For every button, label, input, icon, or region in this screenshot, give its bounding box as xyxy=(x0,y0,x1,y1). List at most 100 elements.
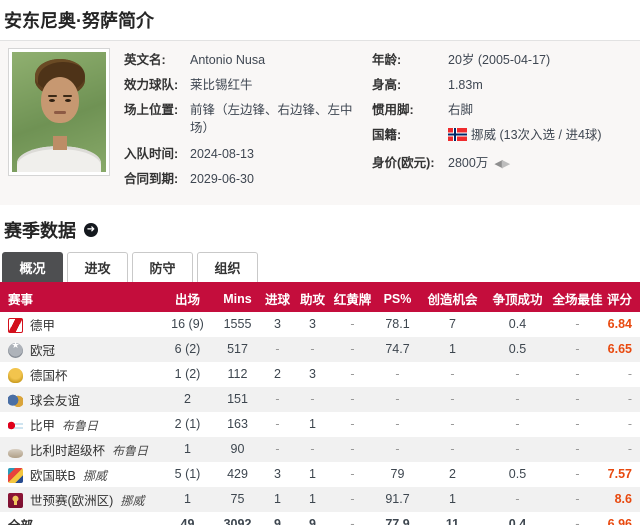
competition-link[interactable]: 世预赛(欧洲区) xyxy=(30,493,114,508)
stat-mins: 517 xyxy=(227,342,248,357)
stat-aerials-won: - xyxy=(515,442,520,457)
stat-assists: - xyxy=(310,442,315,457)
market-value-trend-icon[interactable]: ◀▶ xyxy=(494,157,510,170)
stat-chances-created: 1 xyxy=(449,492,456,507)
table-row: 德国杯 1 (2) 112 2 3 - - - - - - xyxy=(0,362,640,387)
tab-organization[interactable]: 组织 xyxy=(197,251,258,282)
competition-cell: 德国杯 xyxy=(0,362,160,387)
title-divider xyxy=(0,40,640,41)
stat-pass-success: - xyxy=(395,367,400,382)
stat-cards: - xyxy=(350,367,355,382)
competition-link[interactable]: 欧国联B xyxy=(30,468,76,483)
stat-motm: - xyxy=(575,392,580,407)
competition-link[interactable]: 比利时超级杯 xyxy=(30,443,106,458)
stat-appearances: 1 xyxy=(184,442,191,457)
stat-rating: - xyxy=(627,367,632,382)
nationality-text: 挪威 (13次入选 / 进4球) xyxy=(471,128,602,143)
header-competition: 赛事 xyxy=(0,285,160,312)
stat-aerials-won: 0.5 xyxy=(508,467,527,482)
table-row: 世预赛(欧洲区) 挪威 1 75 1 1 - 91.7 1 - - 8.6 xyxy=(0,486,640,512)
competition-link[interactable]: 德国杯 xyxy=(30,368,68,383)
competition-cell: 比甲 布鲁日 xyxy=(0,412,160,437)
profile-fields-right: 年龄: 20岁 (2005-04-17) 身高: 1.83m 惯用脚: 右脚 国… xyxy=(362,51,632,195)
stat-appearances: 2 xyxy=(184,392,191,407)
stat-cards: - xyxy=(350,442,355,457)
profile-panel: 英文名: Antonio Nusa 效力球队: 莱比锡红牛 场上位置: 前锋（左… xyxy=(0,41,640,205)
stat-motm: - xyxy=(575,367,580,382)
stat-motm: - xyxy=(575,342,580,357)
stat-rating: - xyxy=(627,392,632,407)
stat-aerials-won: 0.4 xyxy=(508,517,527,525)
stat-aerials-won: 0.5 xyxy=(508,342,527,357)
competition-link[interactable]: 欧冠 xyxy=(30,343,56,358)
stat-aerials-won: - xyxy=(515,367,520,382)
stat-mins: 429 xyxy=(227,467,248,482)
field-value: Antonio Nusa xyxy=(190,53,266,67)
stat-assists: 3 xyxy=(309,317,316,332)
tab-overview[interactable]: 概况 xyxy=(2,251,63,282)
stat-goals: - xyxy=(275,342,280,357)
field-current-club: 效力球队: 莱比锡红牛 xyxy=(124,76,362,94)
competition-link[interactable]: 比甲 xyxy=(30,418,56,433)
header-mins: Mins xyxy=(215,285,260,312)
stat-mins: 163 xyxy=(227,417,248,432)
header-cards: 红黄牌 xyxy=(330,285,375,312)
header-chances-created: 创造机会 xyxy=(420,285,485,312)
competition-team-label: 布鲁日 xyxy=(62,418,99,433)
field-value: 挪威 (13次入选 / 进4球) xyxy=(448,126,632,146)
stat-chances-created: - xyxy=(450,392,455,407)
season-table-body: 德甲 16 (9) 1555 3 3 - 78.1 7 0.4 - 6.84 欧… xyxy=(0,312,640,525)
competition-link[interactable]: 全部 xyxy=(8,519,33,525)
season-section-header: 赛季数据 ➜ xyxy=(0,205,640,252)
tab-attack[interactable]: 进攻 xyxy=(67,251,128,282)
stat-pass-success: 78.1 xyxy=(385,317,410,332)
field-height: 身高: 1.83m xyxy=(372,76,632,94)
field-nationality: 国籍: 挪威 (13次入选 / 进4球) xyxy=(372,126,632,146)
stat-assists: 1 xyxy=(309,492,316,507)
table-row: 球会友谊 2 151 - - - - - - - - xyxy=(0,386,640,412)
stat-rating: 7.57 xyxy=(607,467,632,482)
header-rating: 评分 xyxy=(605,285,640,312)
stat-cards: - xyxy=(350,392,355,407)
season-tabs: 概况 进攻 防守 组织 xyxy=(0,251,640,282)
stat-assists: 9 xyxy=(309,517,316,525)
field-label: 场上位置: xyxy=(124,103,179,118)
field-value: 2029-06-30 xyxy=(190,171,254,186)
stat-chances-created: 11 xyxy=(445,517,460,525)
stat-goals: 2 xyxy=(274,367,281,382)
stat-pass-success: - xyxy=(395,442,400,457)
stat-pass-success: 74.7 xyxy=(385,342,410,357)
norway-flag-icon xyxy=(448,128,467,146)
stat-pass-success: 79 xyxy=(390,467,405,482)
page-title: 安东尼奥·努萨简介 xyxy=(4,11,154,31)
competition-link[interactable]: 球会友谊 xyxy=(30,393,81,408)
competition-cell: 比利时超级杯 布鲁日 xyxy=(0,437,160,462)
competition-link[interactable]: 德甲 xyxy=(30,318,56,333)
stat-assists: 1 xyxy=(309,417,316,432)
field-label: 身价(欧元): xyxy=(372,155,435,170)
stat-pass-success: - xyxy=(395,417,400,432)
field-english-name: 英文名: Antonio Nusa xyxy=(124,51,362,69)
stat-cards: - xyxy=(350,342,355,357)
profile-fields-left: 英文名: Antonio Nusa 效力球队: 莱比锡红牛 场上位置: 前锋（左… xyxy=(124,51,362,195)
stat-aerials-won: - xyxy=(515,392,520,407)
stat-motm: - xyxy=(575,492,580,507)
header-pass-success: PS% xyxy=(375,285,420,312)
stat-pass-success: 91.7 xyxy=(385,492,410,507)
competition-cell: 球会友谊 xyxy=(0,387,160,412)
stat-goals: 1 xyxy=(274,492,281,507)
stat-cards: - xyxy=(350,492,355,507)
stat-goals: - xyxy=(275,392,280,407)
go-arrow-icon[interactable]: ➜ xyxy=(84,222,98,237)
stat-mins: 112 xyxy=(227,367,248,382)
competition-team-label: 布鲁日 xyxy=(112,443,149,458)
stat-rating: - xyxy=(627,442,632,457)
tab-defense[interactable]: 防守 xyxy=(132,251,193,282)
table-row: 全部 49 3092 9 9 - 77.9 11 0.4 - 6.96 xyxy=(0,512,640,525)
profile-fields: 英文名: Antonio Nusa 效力球队: 莱比锡红牛 场上位置: 前锋（左… xyxy=(110,48,632,195)
club-link[interactable]: 莱比锡红牛 xyxy=(190,78,253,93)
stat-goals: 3 xyxy=(274,467,281,482)
stat-appearances: 49 xyxy=(180,517,195,525)
stat-cards: - xyxy=(350,417,355,432)
stat-mins: 1555 xyxy=(223,317,252,332)
